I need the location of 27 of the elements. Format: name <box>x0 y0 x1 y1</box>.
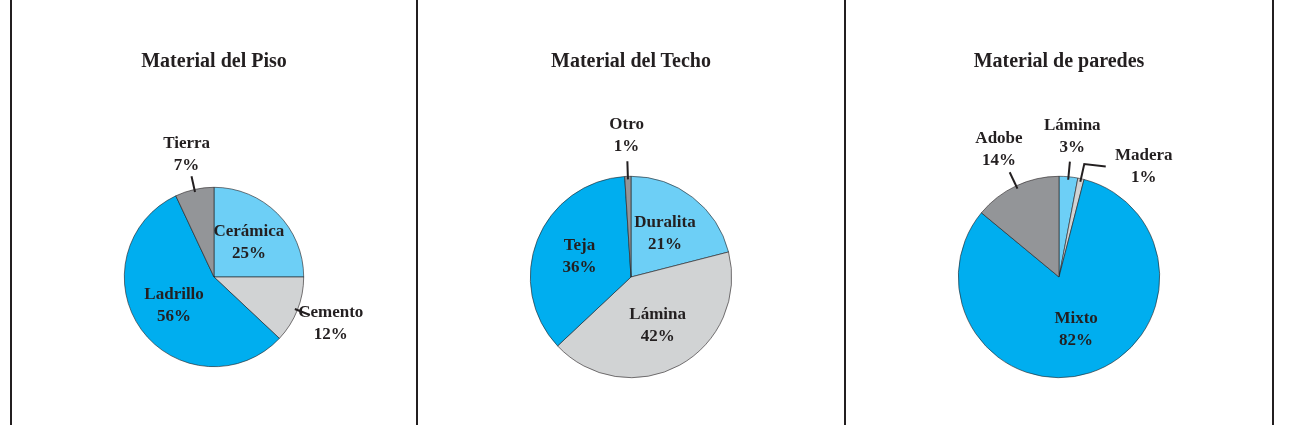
slice-label: Tierra <box>163 132 211 152</box>
slice-label: Duralita <box>634 211 697 231</box>
data-label: 7% <box>173 154 200 174</box>
data-label: 3% <box>1059 137 1086 157</box>
data-label: 25% <box>231 242 266 262</box>
chart-title: Material de paredes <box>973 49 1145 73</box>
slice-label: Cerámica <box>213 220 285 240</box>
data-label: 1% <box>1131 166 1157 186</box>
slice-label: Teja <box>563 235 596 254</box>
slice-label: Madera <box>1114 144 1174 164</box>
slice-label: Adobe <box>975 127 1024 147</box>
chart-title: Material del Piso <box>141 49 287 72</box>
data-label: 21% <box>647 233 682 253</box>
slice-label: Lámina <box>1043 115 1102 135</box>
slice-label: Lámina <box>629 303 687 323</box>
data-label: 42% <box>640 325 675 345</box>
slice-label: Cemento <box>298 301 364 321</box>
data-label: 82% <box>1059 330 1094 350</box>
data-label: 56% <box>157 306 192 326</box>
data-label: 1% <box>613 136 640 156</box>
slice-label: Otro <box>609 114 644 134</box>
data-label: 36% <box>562 257 597 276</box>
data-label: 14% <box>981 149 1016 169</box>
slice-label: Ladrillo <box>144 284 204 304</box>
chart-title: Material del Techo <box>551 49 711 72</box>
slice-label: Mixto <box>1054 308 1098 328</box>
data-label: 12% <box>313 323 348 343</box>
